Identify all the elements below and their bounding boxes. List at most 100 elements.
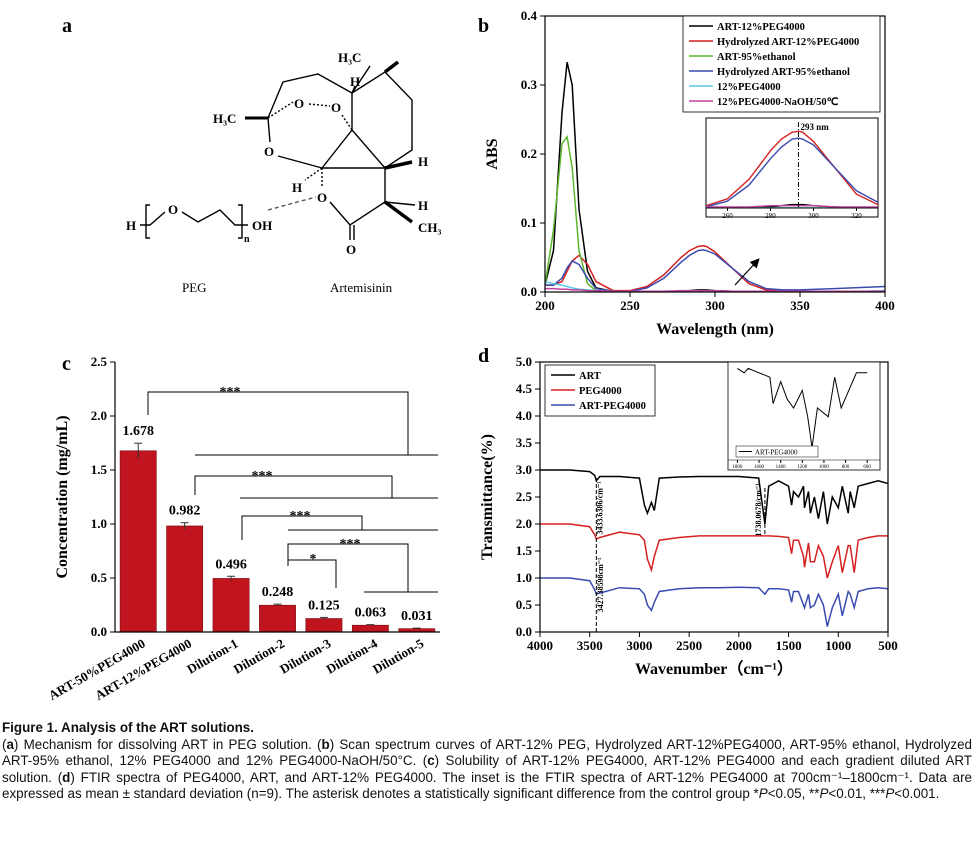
panel-label: d	[478, 345, 489, 367]
inset-tick-label: 300	[808, 212, 819, 220]
data-label: 0.125	[308, 598, 340, 613]
caption-text: c	[427, 753, 435, 769]
caption-text: ) Mechanism for dissolving ART in PEG so…	[13, 736, 322, 752]
legend-label: ART-PEG4000	[755, 449, 798, 457]
x-tick-label: 2000	[726, 638, 752, 653]
bar	[259, 604, 296, 633]
significance-label: ***	[252, 469, 273, 484]
significance-label: ***	[290, 509, 311, 524]
bar	[351, 624, 389, 633]
significance-bracket	[287, 543, 409, 592]
data-label: 1.678	[122, 424, 154, 439]
y-axis-label: ABS	[484, 138, 501, 169]
inset-tick-label: 1000	[819, 465, 830, 470]
series-line	[540, 577, 888, 627]
legend-label: PEG4000	[579, 386, 622, 397]
caption-text: ) FTIR spectra of PEG4000, ART, and ART-…	[2, 769, 972, 802]
x-tick-label: 200	[535, 298, 555, 313]
x-tick-label: 400	[875, 298, 895, 313]
legend-label: Hydrolyzed ART-12%PEG4000	[717, 37, 859, 48]
peak-annotation: 3433.6386/cm⁻¹	[595, 481, 604, 535]
y-tick-label: 2.0	[516, 516, 532, 531]
y-tick-label: 4.0	[516, 408, 532, 423]
y-tick-label: 3.0	[516, 462, 532, 477]
panel-label: b	[478, 15, 489, 37]
caption-text: P	[758, 786, 768, 802]
caption-text: (	[2, 736, 7, 752]
atom: H	[418, 154, 428, 169]
x-tick-label: 2500	[676, 638, 702, 653]
x-tick-label: 3000	[626, 638, 652, 653]
legend-label: 12%PEG4000-NaOH/50℃	[717, 96, 839, 108]
data-label: 0.496	[215, 557, 247, 572]
y-tick-label: 2.5	[516, 489, 533, 504]
inset-tick-label: 1800	[732, 465, 743, 470]
data-label: 0.248	[262, 585, 294, 600]
series-line	[540, 523, 888, 579]
peak-annotation: 1738.0678/cm⁻¹	[754, 483, 763, 537]
inset-line	[706, 130, 878, 207]
series-line	[545, 245, 885, 292]
inset-tick-label: 1600	[754, 465, 765, 470]
inset-legend	[735, 445, 819, 458]
atom: H	[292, 180, 302, 195]
x-tick-label: 3500	[577, 638, 603, 653]
atom: H	[126, 218, 136, 233]
inset-tick-label: 800	[842, 465, 850, 470]
structure-diagram: a H₃C H H₃	[62, 15, 442, 295]
legend-label: ART-95%ethanol	[717, 52, 796, 63]
inset-frame	[705, 117, 879, 218]
caption: Figure 1. Analysis of the ART solutions.…	[2, 720, 972, 803]
atom: CH₃	[418, 220, 442, 235]
caption-title: Figure 1. Analysis of the ART solutions.	[2, 720, 254, 735]
x-tick-label: Dilution-1	[184, 636, 240, 677]
legend-frame	[682, 15, 881, 113]
atom: OH	[252, 218, 272, 233]
x-tick-label: 500	[878, 638, 898, 653]
inset-tick-label: 320	[851, 212, 862, 220]
inset-line	[706, 205, 878, 208]
y-tick-label: 0.0	[516, 624, 532, 639]
panel-label: a	[62, 15, 72, 37]
y-tick-label: 2.0	[91, 408, 107, 423]
caption-text: d	[62, 769, 71, 785]
legend-label: ART	[579, 371, 601, 382]
significance-bracket	[147, 391, 409, 455]
bonds	[140, 60, 416, 240]
x-tick-label: 1000	[825, 638, 851, 653]
x-tick-label: 250	[620, 298, 640, 313]
y-tick-label: 0.0	[521, 284, 537, 299]
caption-text: P	[885, 786, 895, 802]
y-tick-label: 1.5	[91, 462, 108, 477]
legend-label: ART-12%PEG4000	[717, 22, 805, 33]
atom: H	[418, 198, 428, 213]
atom: n	[244, 234, 250, 245]
atom: H₃C	[338, 50, 361, 65]
legend-label: Hydrolyzed ART-95%ethanol	[717, 67, 850, 78]
atom: H₃C	[213, 111, 236, 126]
bar	[166, 525, 204, 633]
significance-label: ***	[220, 385, 241, 400]
inset-line	[706, 137, 878, 208]
y-tick-label: 1.0	[516, 570, 532, 585]
caption-text: ) Solubility of ART-12% PEG4000, ART-12%…	[2, 753, 972, 785]
y-axis-label: Transmittance(%)	[479, 434, 496, 560]
bar	[305, 618, 343, 633]
y-tick-label: 1.0	[91, 516, 107, 531]
caption-label: PEG	[182, 280, 207, 295]
caption-text: P	[819, 786, 829, 802]
inset-tick-label: 1400	[776, 465, 787, 470]
series-line	[540, 469, 888, 525]
series-line	[545, 249, 885, 292]
x-tick-label: Dilution-2	[231, 636, 287, 677]
bar	[212, 578, 250, 633]
data-label: 0.031	[401, 609, 433, 624]
y-tick-label: 3.5	[516, 435, 533, 450]
inset-line	[706, 203, 878, 208]
y-tick-label: 0.4	[521, 8, 538, 23]
legend-label: 12%PEG4000	[717, 82, 781, 93]
inset-arrow	[734, 258, 760, 286]
legend-label: ART-PEG4000	[579, 401, 646, 412]
x-axis-label: Wavenumber（cm⁻¹）	[635, 660, 793, 678]
